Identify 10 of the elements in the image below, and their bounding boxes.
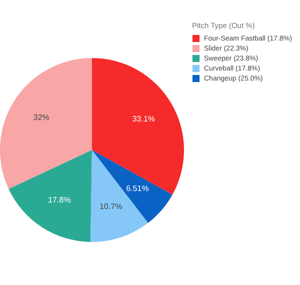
- pie-slice: [92, 150, 172, 223]
- data-label: 17.8%: [48, 195, 71, 204]
- pie-slice: [8, 150, 92, 242]
- pie-slice: [0, 58, 92, 189]
- pie-slice: [90, 150, 148, 242]
- pie-slice: [92, 58, 184, 195]
- data-label: 33.1%: [132, 114, 156, 124]
- data-label: 6.51%: [126, 184, 149, 194]
- data-label: 10.7%: [100, 202, 122, 211]
- data-label: 32%: [33, 112, 50, 122]
